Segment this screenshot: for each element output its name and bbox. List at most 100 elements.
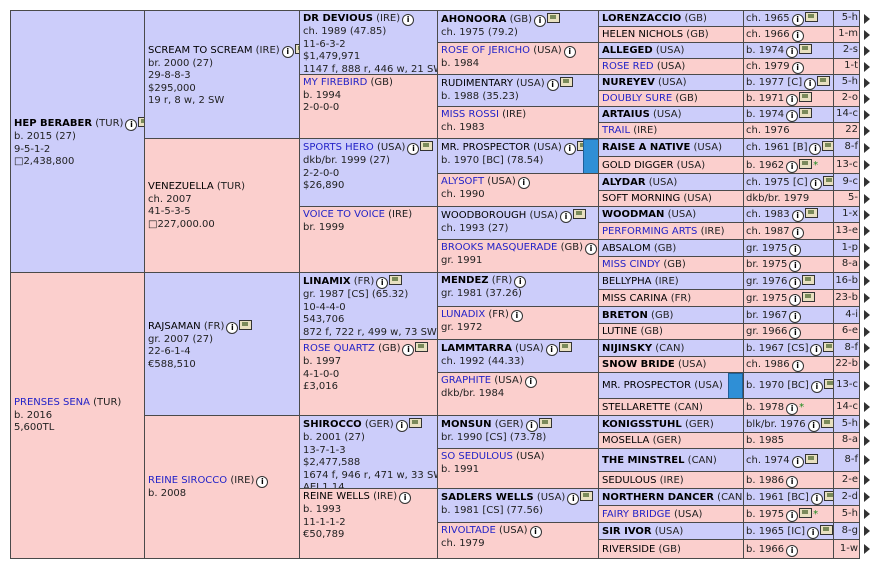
horse-name[interactable]: MR. PROSPECTOR [441,142,531,153]
photo-icon[interactable] [239,319,253,330]
horse-name[interactable]: PERFORMING ARTS [602,226,698,237]
photo-icon[interactable] [799,108,813,118]
info-icon[interactable]: i [791,227,804,239]
info-icon[interactable]: i [584,243,597,255]
info-icon[interactable]: i [514,276,527,288]
horse-name[interactable]: BELLYPHA [602,276,652,287]
expand-arrow-icon[interactable] [864,125,870,136]
photo-icon[interactable] [799,508,813,518]
info-icon[interactable]: i [226,321,239,334]
photo-icon[interactable] [547,13,561,23]
info-icon[interactable]: i [810,381,823,393]
horse-name[interactable]: ABSALOM [602,243,651,254]
info-icon[interactable]: i [546,79,559,91]
horse-name[interactable]: MY FIREBIRD [303,77,368,88]
horse-name[interactable]: LINAMIX [303,276,351,287]
info-icon[interactable]: i [525,420,538,432]
photo-icon[interactable] [799,44,813,54]
expand-arrow-icon[interactable] [864,544,870,554]
expand-arrow-icon[interactable] [864,193,870,204]
horse-name[interactable]: RAJSAMAN [148,320,201,332]
horse-name[interactable]: LORENZACCIO [602,13,682,24]
horse-name[interactable]: WOODMAN [602,209,665,220]
horse-name[interactable]: ALLEGED [602,45,653,56]
info-icon[interactable]: i [791,62,804,74]
photo-icon[interactable] [415,342,429,352]
expand-arrow-icon[interactable] [864,435,870,446]
info-icon[interactable]: i [402,344,415,356]
expand-arrow-icon[interactable] [864,276,870,286]
photo-icon[interactable] [408,418,422,428]
horse-name[interactable]: ROSE QUARTZ [303,343,375,354]
horse-name[interactable]: REINE WELLS [303,491,370,502]
photo-icon[interactable] [294,43,299,54]
info-icon[interactable]: i [402,14,415,26]
info-icon[interactable]: i [399,492,412,504]
expand-arrow-icon[interactable] [864,13,870,24]
info-icon[interactable]: i [534,15,547,27]
info-icon[interactable]: i [789,277,802,289]
horse-name[interactable]: RUDIMENTARY [441,78,513,89]
horse-name[interactable]: NUREYEV [602,77,655,88]
photo-icon[interactable] [822,176,833,186]
expand-arrow-icon[interactable] [864,243,870,253]
expand-arrow-icon[interactable] [864,77,870,88]
photo-icon[interactable] [389,275,403,285]
info-icon[interactable]: i [517,177,530,189]
horse-name[interactable]: GRAPHITE [441,375,492,386]
info-icon[interactable]: i [786,94,799,106]
expand-arrow-icon[interactable] [864,226,870,236]
expand-arrow-icon[interactable] [864,359,870,370]
horse-name[interactable]: GOLD DIGGER [602,160,674,171]
expand-arrow-icon[interactable] [864,29,870,40]
info-icon[interactable]: i [789,311,802,323]
expand-arrow-icon[interactable] [864,61,870,72]
info-icon[interactable]: i [559,211,572,223]
horse-name[interactable]: ROSE RED [602,61,654,72]
horse-name[interactable]: MONSUN [441,419,492,430]
expand-arrow-icon[interactable] [864,402,870,412]
horse-name[interactable]: RIVERSIDE [602,544,656,555]
expand-arrow-icon[interactable] [864,142,870,153]
info-icon[interactable]: i [786,403,799,415]
horse-name[interactable]: LAMMTARRA [441,343,512,354]
info-icon[interactable]: i [786,510,799,522]
photo-icon[interactable] [820,525,833,535]
info-icon[interactable]: i [791,30,804,42]
horse-name[interactable]: DOUBLY SURE [602,93,673,104]
expand-arrow-icon[interactable] [864,209,870,220]
horse-name[interactable]: AHONOORA [441,14,507,25]
photo-icon[interactable] [572,209,586,219]
info-icon[interactable]: i [791,14,804,26]
horse-name[interactable]: MOSELLA [602,435,650,446]
horse-name[interactable]: WOODBOROUGH [441,210,527,221]
info-icon[interactable]: i [407,143,420,155]
horse-name[interactable]: REINE SIROCCO [148,475,228,486]
info-icon[interactable]: i [791,210,804,222]
info-icon[interactable]: i [809,178,822,190]
horse-name[interactable]: DR DEVIOUS [303,13,373,24]
info-icon[interactable]: i [567,493,580,505]
info-icon[interactable]: i [789,244,802,256]
photo-icon[interactable] [580,491,594,501]
horse-name[interactable]: ROSE OF JERICHO [441,45,531,56]
photo-icon[interactable] [820,418,833,428]
info-icon[interactable]: i [804,78,817,90]
info-icon[interactable]: i [807,527,820,539]
expand-arrow-icon[interactable] [864,293,870,303]
horse-name[interactable]: LUNADIX [441,309,486,320]
horse-name[interactable]: SCREAM TO SCREAM [148,44,253,56]
horse-name[interactable]: MR. PROSPECTOR [602,380,692,391]
expand-arrow-icon[interactable] [864,160,870,170]
info-icon[interactable]: i [807,420,820,432]
horse-name[interactable]: PRENSES SENA [14,397,90,409]
horse-name[interactable]: NORTHERN DANCER [602,492,714,503]
info-icon[interactable]: i [789,327,802,339]
expand-arrow-icon[interactable] [864,343,870,353]
info-icon[interactable]: i [281,45,294,58]
horse-name[interactable]: SOFT MORNING [602,193,681,204]
horse-name[interactable]: SPORTS HERO [303,142,374,153]
info-icon[interactable]: i [395,420,408,432]
horse-name[interactable]: HEP BERABER [14,118,93,129]
photo-icon[interactable] [802,275,816,285]
